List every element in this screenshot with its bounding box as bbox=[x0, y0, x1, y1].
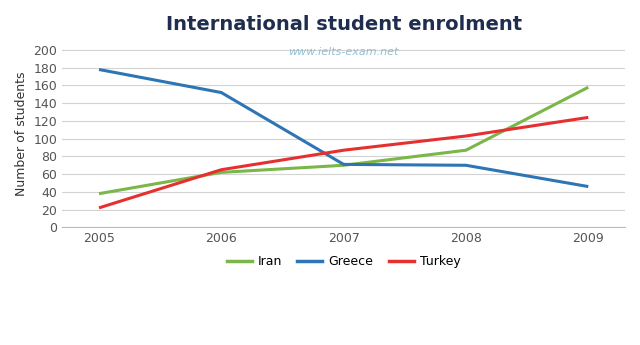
Line: Turkey: Turkey bbox=[99, 117, 588, 208]
Line: Greece: Greece bbox=[99, 69, 588, 187]
Iran bbox=[340, 163, 348, 167]
Greece bbox=[340, 162, 348, 167]
Legend: Iran, Greece, Turkey: Iran, Greece, Turkey bbox=[222, 250, 465, 273]
Title: International student enrolment: International student enrolment bbox=[166, 15, 522, 34]
Text: www.ielts-exam.net: www.ielts-exam.net bbox=[289, 47, 399, 57]
Turkey bbox=[584, 115, 592, 119]
Iran bbox=[218, 170, 225, 175]
Iran bbox=[462, 148, 470, 152]
Turkey bbox=[340, 148, 348, 152]
Iran bbox=[95, 191, 103, 196]
Iran bbox=[584, 85, 592, 89]
Greece bbox=[584, 185, 592, 189]
Greece bbox=[462, 163, 470, 167]
Line: Iran: Iran bbox=[99, 87, 588, 194]
Turkey bbox=[462, 134, 470, 138]
Greece bbox=[95, 67, 103, 71]
Turkey bbox=[95, 206, 103, 210]
Greece bbox=[218, 90, 225, 95]
Y-axis label: Number of students: Number of students bbox=[15, 72, 28, 197]
Turkey bbox=[218, 168, 225, 172]
